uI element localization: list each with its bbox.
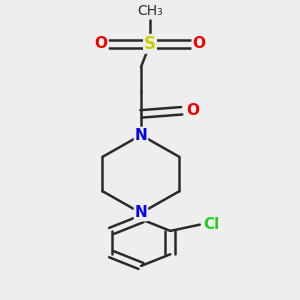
Text: CH₃: CH₃ — [137, 4, 163, 18]
Text: O: O — [94, 36, 108, 51]
Text: O: O — [192, 36, 206, 51]
Text: S: S — [144, 35, 156, 53]
Text: N: N — [135, 206, 147, 220]
Text: O: O — [187, 103, 200, 118]
Text: N: N — [135, 128, 147, 142]
Text: Cl: Cl — [203, 217, 219, 232]
